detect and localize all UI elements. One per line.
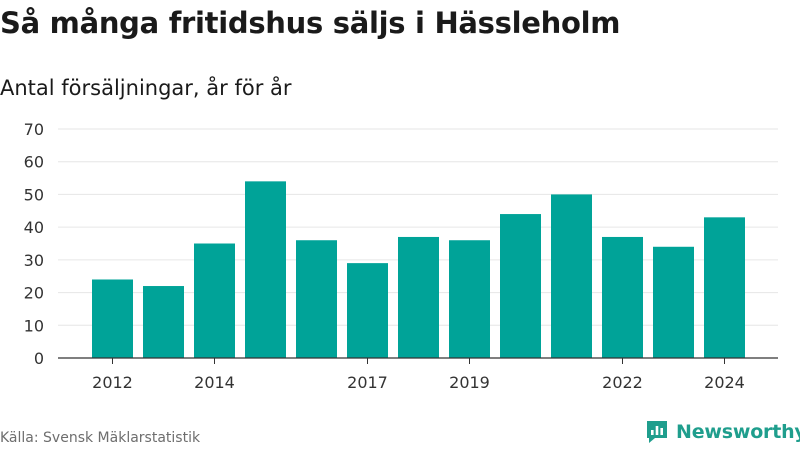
x-tick-label: 2017 — [347, 373, 388, 392]
newsworthy-logo-icon — [647, 421, 667, 443]
y-tick-label: 20 — [24, 284, 44, 303]
bar-2021 — [551, 194, 592, 358]
x-tick-label: 2014 — [194, 373, 235, 392]
x-tick-label: 2012 — [92, 373, 133, 392]
bar-2012 — [92, 279, 133, 358]
newsworthy-logo: Newsworthy — [644, 419, 800, 445]
bar-2023 — [653, 246, 694, 358]
bar-2024 — [704, 217, 745, 358]
y-tick-label: 50 — [24, 185, 44, 204]
y-tick-label: 60 — [24, 153, 44, 172]
bar-2017 — [347, 263, 388, 358]
bar-2015 — [245, 181, 286, 358]
x-tick-label: 2024 — [704, 373, 745, 392]
y-tick-label: 0 — [34, 349, 44, 368]
bar-2019 — [449, 240, 490, 358]
bar-2016 — [296, 240, 337, 358]
x-tick-label: 2019 — [449, 373, 490, 392]
source-note: Källa: Svensk Mäklarstatistik — [0, 430, 201, 446]
bar-2018 — [398, 236, 439, 358]
x-tick-label: 2022 — [602, 373, 643, 392]
y-tick-label: 40 — [24, 218, 44, 237]
bar-2013 — [143, 286, 184, 358]
y-tick-label: 10 — [24, 316, 44, 335]
bar-2022 — [602, 236, 643, 358]
brand-name: Newsworthy — [676, 421, 800, 443]
chart-title: Så många fritidshus säljs i Hässleholm — [0, 6, 621, 40]
chart-subtitle: Antal försäljningar, år för år — [0, 76, 292, 100]
bar-2014 — [194, 243, 235, 358]
y-tick-label: 70 — [24, 120, 44, 139]
y-tick-label: 30 — [24, 251, 44, 270]
bar-2020 — [500, 214, 541, 358]
